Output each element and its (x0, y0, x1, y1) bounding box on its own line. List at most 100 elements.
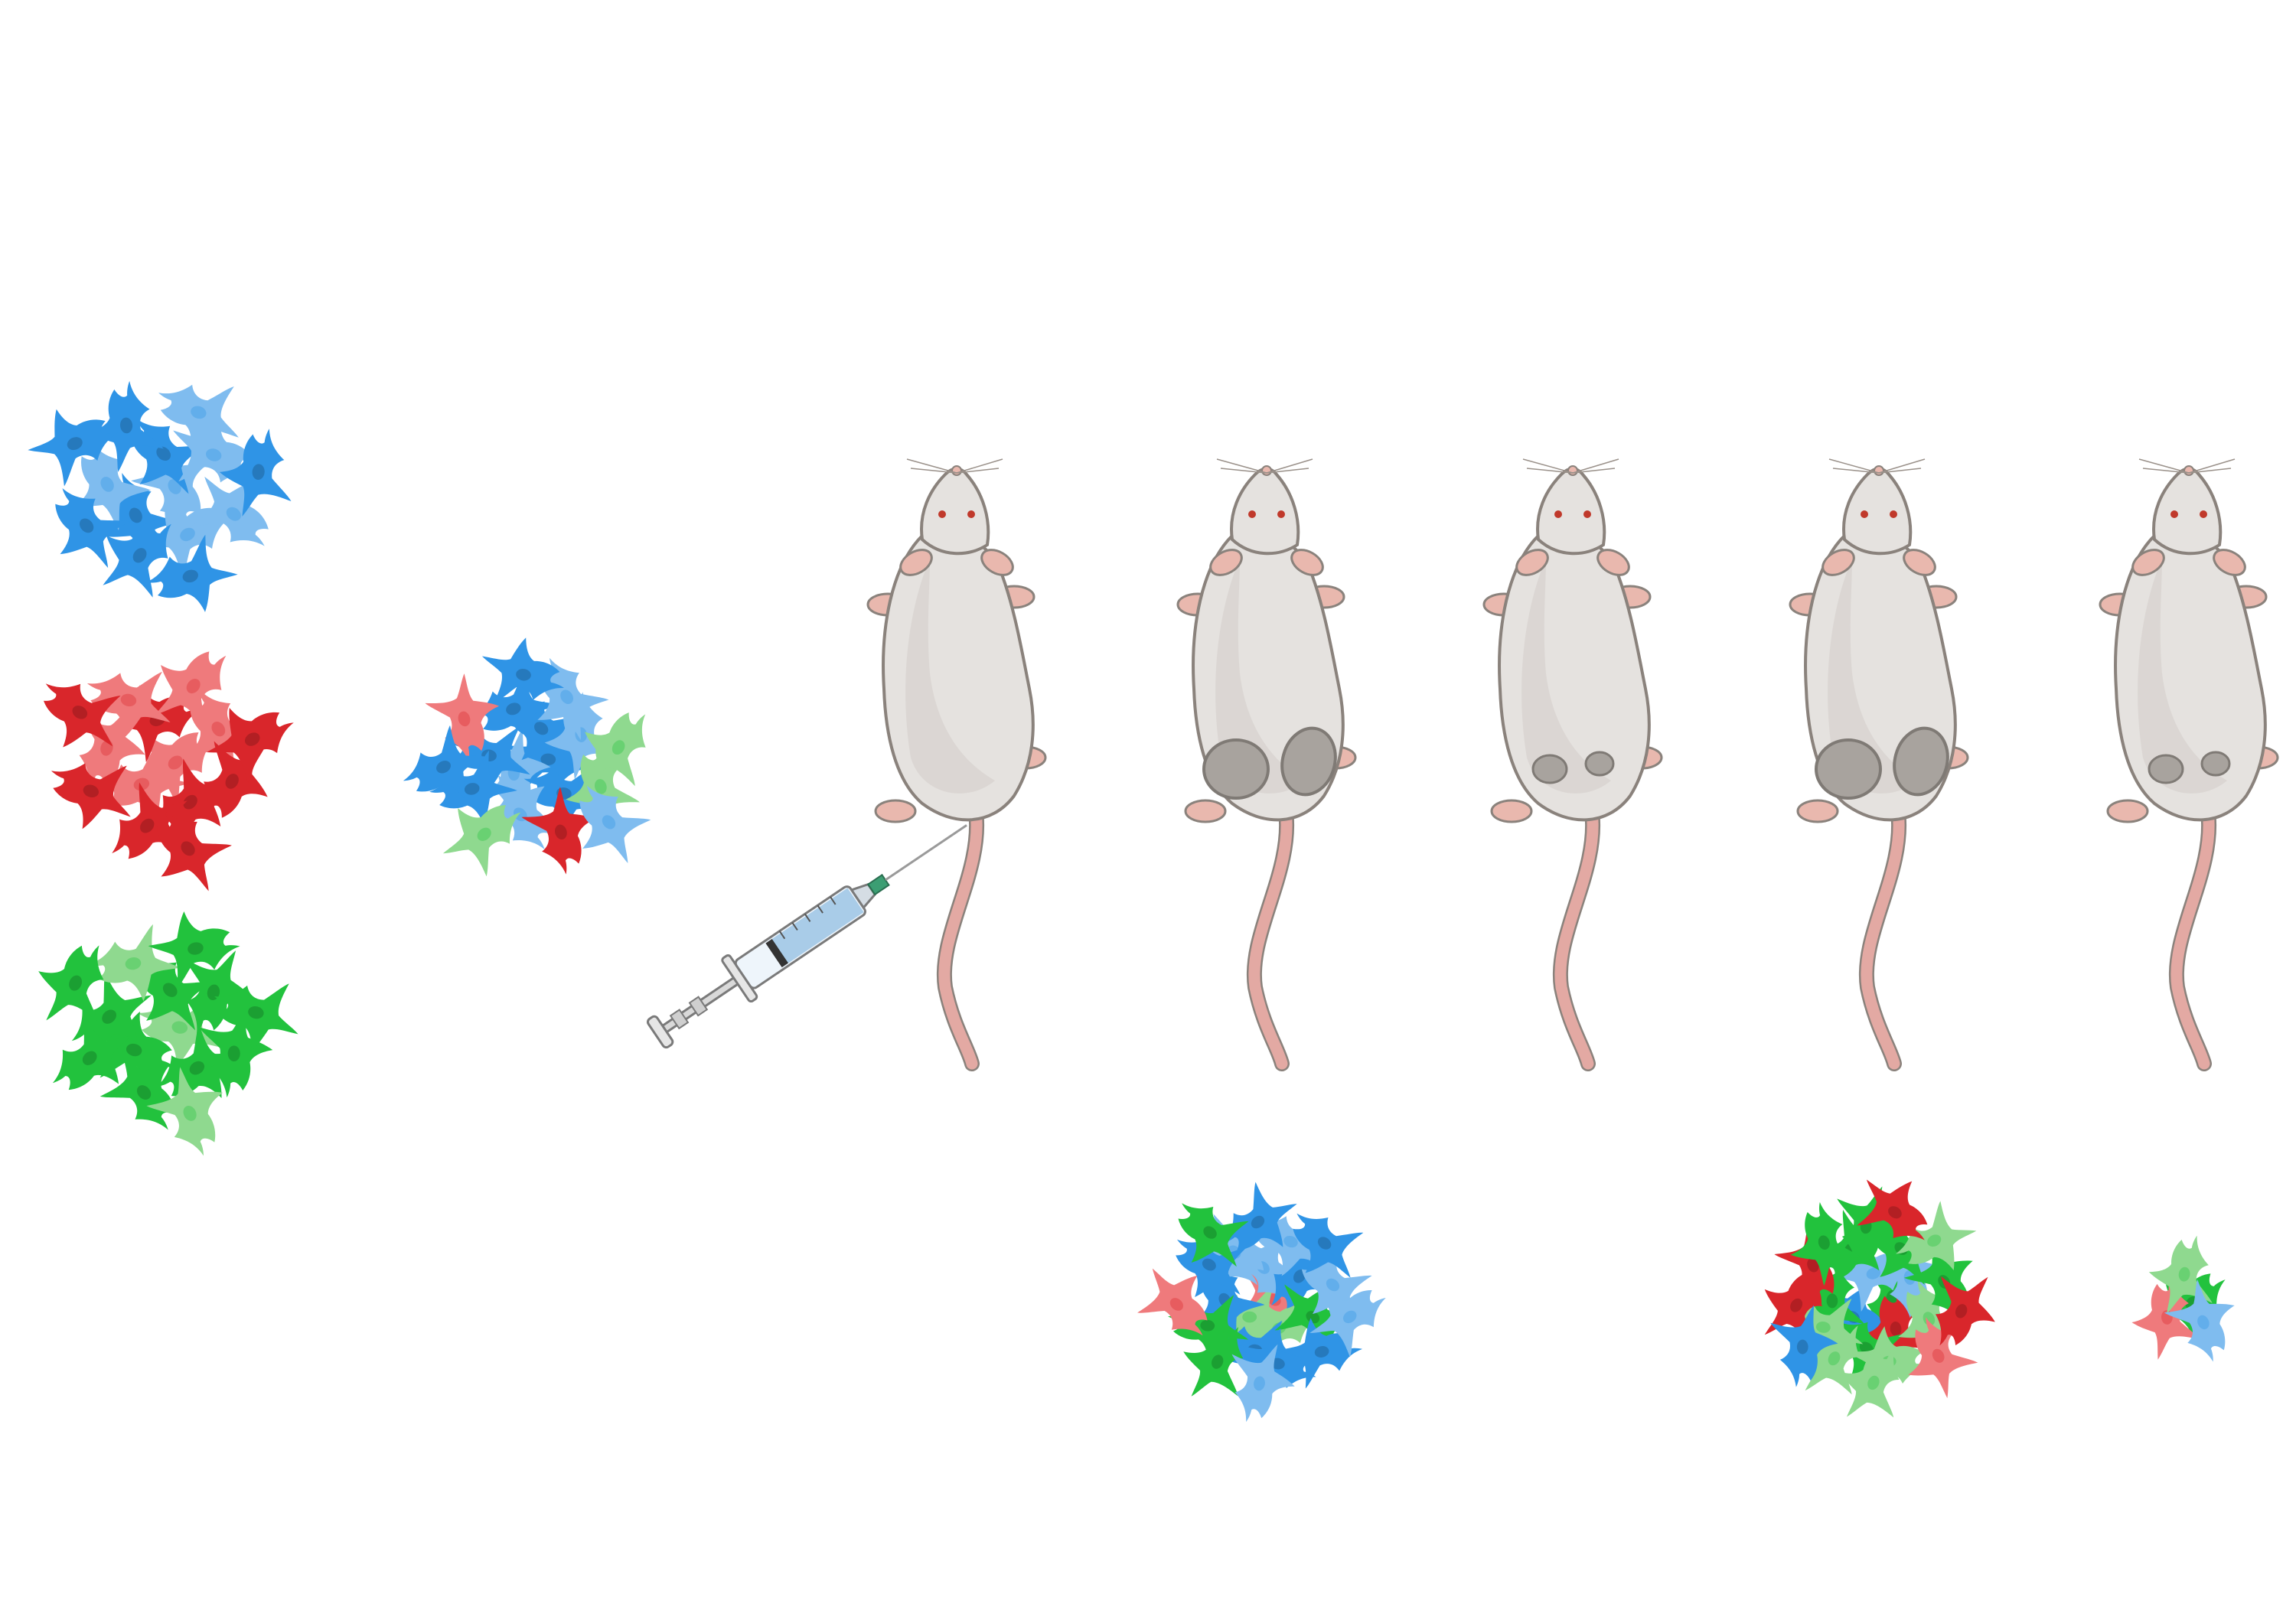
cell-icon (1279, 1234, 1386, 1339)
cell-icon (81, 1001, 187, 1095)
cell-icon (1156, 1217, 1261, 1316)
cell-icon (390, 716, 500, 820)
cell-icon (485, 676, 597, 784)
cell-icon (33, 1001, 150, 1116)
cell-icon (160, 405, 267, 501)
cell-icon (180, 724, 289, 839)
cell-icon (198, 1007, 273, 1098)
tumor-icon (1280, 726, 1337, 797)
mouse-icon-3 (1482, 458, 1663, 1071)
cell-icon (1822, 1227, 1923, 1318)
cell-icon (134, 745, 250, 861)
cell-icon (21, 659, 138, 769)
cell-icon (475, 631, 571, 715)
tumor-icon (1584, 751, 1615, 777)
cell-icon (1209, 1285, 1292, 1353)
cell-icon (161, 673, 274, 789)
cell-icon (1250, 1223, 1353, 1330)
tail (1248, 805, 1293, 1070)
cell-icon (1206, 1170, 1313, 1276)
cell-icon (1241, 1198, 1342, 1289)
cell-icon (21, 927, 126, 1039)
cell-icon (204, 969, 308, 1061)
tail (2170, 805, 2215, 1070)
cell-icon (193, 683, 308, 794)
cell-icon (128, 478, 243, 588)
mouse-icon-4 (1789, 458, 1969, 1071)
cell-icon (553, 768, 663, 880)
cell-icon (2142, 1229, 2223, 1321)
cell-icon (129, 985, 231, 1074)
cell-icon (1124, 1250, 1231, 1355)
cell-icon (81, 460, 188, 574)
cell-icon (83, 921, 185, 1009)
mixed-cluster (390, 631, 669, 888)
cell-icon (86, 1032, 203, 1149)
cell-icon (553, 737, 645, 839)
cell-icon (1770, 1305, 1838, 1387)
cell-icon (502, 719, 592, 796)
cell-icon (91, 768, 207, 885)
cell-icon (140, 1013, 257, 1125)
mouse-icon-1 (866, 458, 1047, 1071)
tumor-icon (1202, 738, 1270, 800)
cell-icon (77, 656, 181, 748)
cell-icon (129, 792, 245, 909)
cell-icon (1825, 1332, 1919, 1434)
tumor-icon (1531, 754, 1568, 784)
cell-icon (37, 744, 145, 843)
mixed-cell-population (390, 631, 669, 888)
cell-icon (516, 779, 608, 882)
cell-icon (1883, 1192, 1988, 1291)
harvested-cluster-mouse-2 (1124, 1170, 1401, 1429)
cell-icon (175, 455, 292, 569)
cell-icon (17, 390, 129, 494)
cell-icon (134, 627, 249, 744)
harvested-cell-populations (1124, 1159, 2252, 1434)
cell-icon (1779, 1195, 1867, 1292)
source-cell-lines (17, 366, 308, 1169)
cell-icon (1857, 1286, 1932, 1374)
cell-icon (1795, 1260, 1865, 1344)
tumor-icon (2200, 751, 2231, 777)
cell-icon (28, 469, 144, 586)
tumor-icon (1815, 738, 1882, 800)
cell-icon (142, 901, 246, 993)
cell-icon (1768, 1213, 1861, 1315)
cell-icon (138, 529, 246, 627)
cell-icon (105, 397, 221, 513)
tail (1554, 805, 1599, 1070)
cell-icon (53, 960, 169, 1075)
cell-icon (111, 934, 228, 1050)
cell-icon (513, 643, 619, 755)
mouse-icon-5 (2099, 458, 2279, 1071)
cell-icon (1273, 1308, 1368, 1393)
mice-row (866, 458, 2279, 1071)
tumor-icon (2148, 754, 2184, 784)
harvested-cluster-mouse-5 (2129, 1229, 2252, 1372)
cell-icon (564, 692, 669, 803)
cell-icon (1295, 1264, 1401, 1368)
cell-icon (1169, 1311, 1263, 1413)
tail (938, 805, 983, 1070)
cell-icon (1842, 1159, 1949, 1262)
cell-icon (420, 667, 511, 768)
cell-icon (52, 429, 161, 543)
harvested-cluster-mouse-4 (1744, 1159, 2011, 1434)
cell-icon (1260, 1264, 1366, 1367)
cell-icon (1221, 1336, 1302, 1429)
cell-icon (1270, 1193, 1378, 1297)
cell-icon (216, 424, 298, 521)
cell-icon (169, 940, 262, 1045)
cell-icon (145, 366, 253, 463)
cell-icon (426, 778, 539, 888)
cell-icon (1916, 1260, 2011, 1362)
mouse-icon-2 (1176, 458, 1357, 1071)
cell-icon (1783, 1306, 1881, 1410)
cell-icon (2157, 1270, 2252, 1372)
source-cluster-blue (17, 366, 298, 627)
source-cluster-green (21, 901, 308, 1169)
cell-icon (81, 497, 194, 614)
cell-icon (1778, 1289, 1870, 1368)
